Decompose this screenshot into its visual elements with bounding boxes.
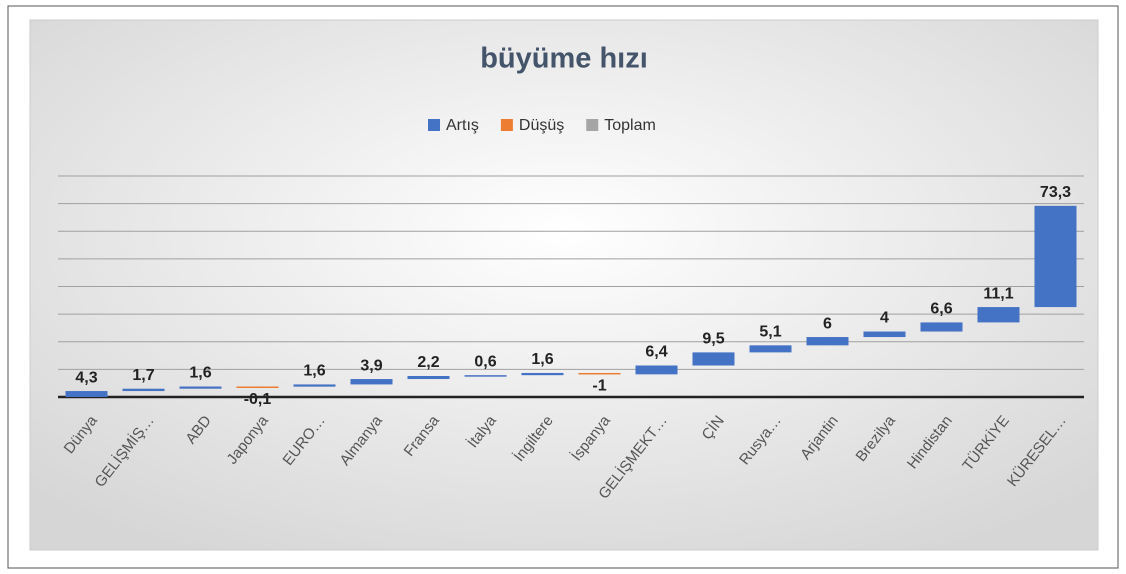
- bar: [863, 331, 906, 338]
- legend-swatch: [500, 119, 513, 131]
- data-label: 4: [880, 310, 889, 327]
- data-label: 1,7: [132, 367, 154, 384]
- chart-title: büyüme hızı: [480, 43, 648, 75]
- data-label: 73,3: [1040, 184, 1071, 201]
- data-label: 0,6: [474, 353, 496, 370]
- chart-area: [29, 19, 1099, 551]
- data-label: 9,5: [702, 331, 724, 348]
- bar: [1034, 205, 1077, 308]
- bar: [293, 384, 336, 387]
- bar: [521, 372, 564, 376]
- legend-label: Artış: [446, 117, 479, 134]
- bar: [407, 376, 450, 380]
- data-label: 6: [823, 315, 832, 332]
- data-label: 3,9: [360, 357, 382, 374]
- data-label: -1: [592, 378, 606, 395]
- bar: [122, 388, 165, 392]
- bar: [635, 365, 678, 375]
- data-label: 1,6: [531, 351, 553, 368]
- bar: [578, 372, 621, 375]
- legend-swatch: [586, 119, 599, 131]
- data-label: 5,1: [759, 324, 781, 341]
- bar: [692, 352, 735, 366]
- bar: [179, 386, 222, 389]
- data-label: 6,6: [930, 301, 952, 318]
- data-label: 11,1: [983, 285, 1013, 302]
- legend-label: Düşüş: [519, 117, 564, 134]
- bar: [65, 391, 108, 397]
- data-label: 1,6: [189, 365, 211, 382]
- bar: [806, 337, 849, 346]
- bar: [464, 375, 507, 377]
- bar: [920, 322, 963, 332]
- data-label: 1,6: [303, 363, 325, 380]
- data-label: 6,4: [645, 344, 667, 361]
- bar: [350, 379, 393, 385]
- bar: [749, 345, 792, 353]
- data-label: 4,3: [75, 369, 97, 386]
- data-label: 2,2: [417, 354, 439, 371]
- bar: [977, 307, 1020, 323]
- bar: [236, 386, 279, 389]
- legend-label: Toplam: [604, 117, 656, 134]
- data-label: -0,1: [244, 391, 272, 408]
- legend-swatch: [428, 119, 440, 131]
